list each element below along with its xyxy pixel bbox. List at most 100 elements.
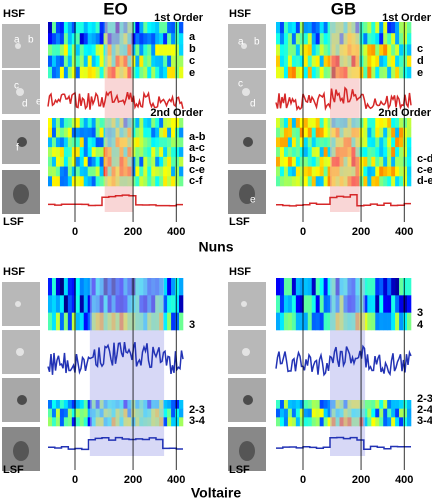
heatmap-cell [95,176,100,187]
heatmap-cell [319,408,324,418]
heatmap-cell [291,137,297,148]
time-window [89,278,165,456]
heatmap-cell [315,176,320,187]
image-label: b [28,35,34,46]
heatmap-cell [67,66,73,79]
heatmap-cell [59,408,65,418]
heatmap-cell [299,55,305,68]
heatmap-cell [276,295,281,313]
heatmap-cell [383,417,388,427]
heatmap-cell [55,408,61,418]
heatmap-cell [287,127,293,138]
heatmap-cell [311,400,317,409]
heatmap-cell [179,66,184,79]
heatmap-cell [299,400,305,409]
heatmap-cell [399,44,404,56]
heatmap-cell [379,127,384,138]
heatmap-cell [367,118,372,129]
heatmap-cell [307,295,313,313]
heatmap-cell [147,156,152,167]
heatmap-cell [371,166,376,177]
heatmap-cell [315,147,320,158]
heatmap-cell [59,44,65,56]
heatmap-cell [276,137,281,148]
row-label: a-b [189,131,206,143]
heatmap-cell [379,166,384,177]
heatmap-cell [71,417,77,427]
heatmap-cell [147,44,152,56]
row-label: e [189,67,195,79]
section-label: Voltaire [191,485,242,501]
heatmap-cell [287,147,293,158]
heatmap-cell [283,176,289,187]
heatmap-cell [59,127,65,138]
image-label: d [22,99,28,110]
heatmap-cell [135,156,140,167]
heatmap-cell [79,66,85,79]
row-label: 2-3 [189,404,205,416]
heatmap-cell [59,55,65,68]
trace [47,90,184,111]
heatmap-cell [79,44,85,56]
heatmap-cell [135,22,140,34]
heatmap-cell [163,156,168,167]
feature [242,88,250,96]
heatmap-cell [167,312,172,331]
heatmap-cell [323,66,328,79]
heatmap-cell [375,33,380,45]
heatmap-cell [91,22,96,34]
heatmap-cell [175,147,180,158]
heatmap-cell [83,127,89,138]
heatmap-cell [75,118,81,129]
heatmap-cell [163,312,168,331]
heatmap-cell [303,156,309,167]
heatmap-cell [383,44,388,56]
heatmap-cell [287,118,293,129]
heatmap-cell [131,156,136,167]
heatmap-cell [163,166,168,177]
heatmap-cell [67,118,73,129]
heatmap-cell [163,55,168,68]
heatmap-cell [287,137,293,148]
heatmap-cell [131,22,136,34]
heatmap-cell [131,137,136,148]
heatmap-cell [323,166,328,177]
heatmap-cell [147,137,152,148]
heatmap-cell [319,295,324,313]
heatmap-cell [155,137,160,148]
heatmap-cell [155,44,160,56]
heatmap-cell [391,156,396,167]
heatmap-cell [51,44,57,56]
heatmap-cell [175,312,180,331]
heatmap-cell [67,408,73,418]
heatmap-cell [175,156,180,167]
row-label: c-f [189,175,203,187]
heatmap-cell [379,147,384,158]
heatmap-cell [279,33,285,45]
heatmap-cell [367,55,372,68]
heatmap-cell [175,118,180,129]
row-label: c-e [189,164,205,176]
feature [243,395,253,405]
heatmap-cell [371,312,376,331]
heatmap-cell [55,400,61,409]
heatmap-cell [59,33,65,45]
heatmap-cell [387,44,392,56]
heatmap-cell [175,166,180,177]
heatmap-cell [79,156,85,167]
heatmap-cell [407,22,412,34]
heatmap-cell [71,295,77,313]
heatmap-cell [299,33,305,45]
heatmap-cell [91,127,96,138]
heatmap-cell [83,33,89,45]
heatmap-cell [99,176,104,187]
heatmap-cell [167,278,172,296]
heatmap-cell [383,147,388,158]
heatmap-cell [303,417,309,427]
heatmap-cell [403,295,408,313]
heatmap-cell [59,417,65,427]
heatmap-cell [276,118,281,129]
heatmap-cell [139,33,144,45]
heatmap-cell [59,278,65,296]
heatmap-cell [327,33,332,45]
